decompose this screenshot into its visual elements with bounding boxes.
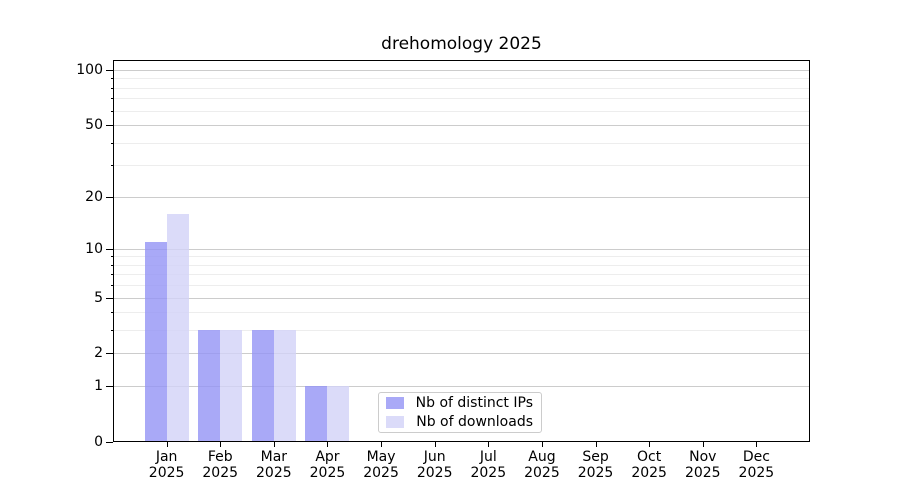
chart-title: drehomology 2025 (381, 34, 542, 54)
legend-swatch-downloads (386, 416, 405, 428)
legend-swatch-distinct-ips (386, 397, 404, 409)
x-tick (166, 442, 168, 447)
y-tick-label: 0 (94, 434, 103, 450)
x-tick (595, 442, 597, 447)
y-tick (106, 196, 113, 198)
x-tick (220, 442, 222, 447)
x-tick-label: Feb 2025 (202, 449, 239, 481)
x-tick-label: Sep 2025 (577, 449, 614, 481)
x-tick (273, 442, 275, 447)
legend: Nb of distinct IPs Nb of downloads (378, 392, 542, 433)
x-tick (327, 442, 329, 447)
y-tick (106, 297, 113, 299)
x-tick-label: Oct 2025 (631, 449, 667, 481)
x-tick-label: Jul 2025 (470, 449, 507, 481)
x-tick-label: Dec 2025 (738, 449, 775, 481)
y-tick-label: 50 (85, 117, 103, 134)
y-tick-label: 2 (94, 345, 103, 362)
y-tick (106, 125, 113, 127)
x-tick-label: Jan 2025 (148, 449, 185, 481)
legend-item-downloads: Nb of downloads (386, 414, 533, 430)
x-tick-label: Aug 2025 (524, 449, 560, 481)
y-tick (106, 442, 113, 443)
legend-label-downloads: Nb of downloads (416, 414, 533, 430)
x-tick (488, 442, 490, 447)
y-tick (106, 386, 113, 388)
y-tick-label: 5 (94, 289, 103, 306)
x-tick (702, 442, 704, 447)
y-tick-label: 20 (85, 188, 103, 205)
x-tick (381, 442, 383, 447)
x-tick-label: May 2025 (363, 449, 399, 481)
x-tick-label: Mar 2025 (256, 449, 292, 481)
y-tick-label: 10 (85, 240, 103, 257)
x-tick (434, 442, 436, 447)
legend-item-distinct-ips: Nb of distinct IPs (386, 395, 533, 411)
x-tick-label: Apr 2025 (309, 449, 346, 481)
y-tick (106, 353, 113, 355)
y-tick-label: 100 (76, 62, 103, 78)
x-tick-label: Nov 2025 (684, 449, 721, 481)
x-tick-label: Jun 2025 (416, 449, 453, 481)
legend-label-distinct-ips: Nb of distinct IPs (415, 395, 533, 411)
x-tick (649, 442, 651, 447)
y-tick (106, 248, 113, 250)
x-tick (756, 442, 758, 447)
x-tick (541, 442, 543, 447)
y-tick-label: 1 (94, 378, 103, 395)
y-tick (106, 70, 113, 71)
plot-border (113, 60, 810, 442)
